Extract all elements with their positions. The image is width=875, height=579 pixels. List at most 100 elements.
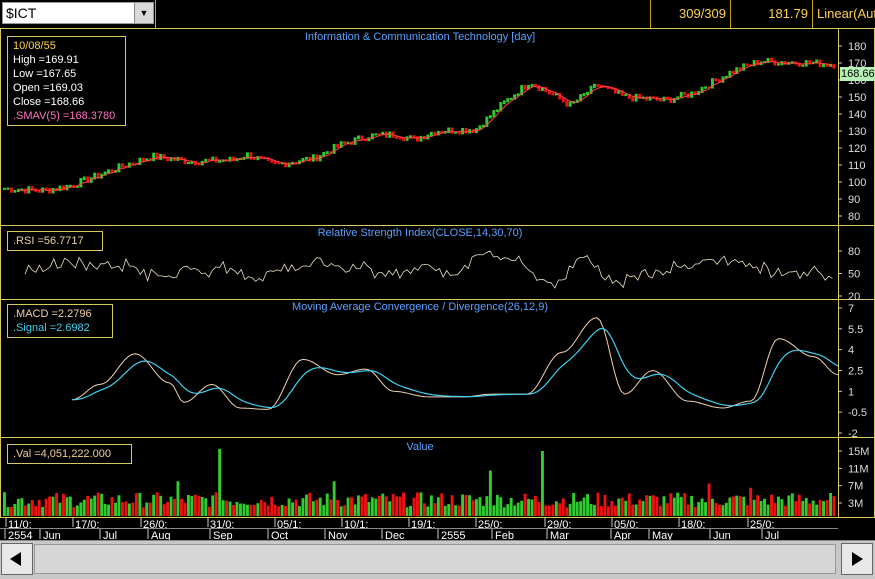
candle: [801, 64, 805, 67]
value-bar: [423, 503, 426, 516]
candle: [357, 135, 360, 140]
candle: [364, 138, 367, 142]
value-bar: [686, 504, 690, 516]
value-bar: [787, 495, 791, 516]
candle: [329, 151, 333, 154]
scroll-thumb[interactable]: [34, 544, 836, 574]
chart-area[interactable]: 180 170 160 150 140 130 120 110 100 90 80 80 50 20 7 5.…: [0, 28, 875, 542]
candle: [534, 83, 537, 88]
value-bar: [697, 502, 701, 516]
value-bar: [818, 499, 822, 516]
candle: [197, 163, 201, 166]
value-bar: [27, 503, 31, 516]
value-bar: [613, 505, 617, 516]
candle: [180, 156, 183, 161]
value-bar: [325, 493, 329, 516]
value-bar: [773, 502, 777, 516]
value-bar: [704, 502, 707, 516]
scroll-left-button[interactable]: [1, 543, 33, 575]
scroll-right-button[interactable]: [841, 543, 873, 575]
value-bar: [287, 498, 291, 516]
candle: [551, 92, 555, 96]
horizontal-scrollbar[interactable]: [0, 540, 875, 579]
value-bar: [777, 496, 780, 516]
candle: [103, 171, 107, 176]
value-bar: [523, 493, 527, 516]
candle: [402, 137, 405, 141]
value-bar: [832, 496, 836, 516]
value-bar: [627, 493, 631, 516]
value-bar: [357, 495, 360, 516]
value-bars: [3, 448, 836, 516]
value-bar: [534, 495, 537, 516]
value-bar: [461, 494, 464, 516]
toolbar-blank-cell: [155, 0, 651, 28]
value-bar: [72, 507, 76, 516]
value-bar: [235, 501, 239, 516]
value-bar: [457, 505, 461, 516]
info-open: Open =169.03: [13, 82, 84, 94]
value-bar: [370, 497, 374, 516]
value-bar: [176, 481, 180, 516]
candle: [679, 91, 683, 99]
value-bar: [68, 496, 72, 516]
value-bar: [450, 495, 454, 516]
value-bar: [336, 500, 340, 516]
value-bar: [173, 498, 176, 516]
candle: [596, 83, 600, 87]
month-label: Oct: [271, 530, 288, 540]
value-axis-tick-label: 11M: [848, 463, 869, 475]
month-label: Jun: [43, 530, 61, 540]
value-bar: [277, 506, 281, 516]
candle: [808, 60, 812, 65]
value-bar: [596, 492, 600, 516]
symbol-combobox[interactable]: $ICT ▼: [2, 2, 154, 24]
value-bar: [433, 503, 437, 516]
scale-mode[interactable]: Linear(Aut: [812, 0, 875, 28]
value-bar: [665, 503, 669, 516]
value-bar: [714, 502, 718, 516]
candle: [121, 163, 124, 168]
value-bar: [547, 505, 551, 516]
candle: [93, 172, 97, 180]
price-axis-tick-label: 100: [848, 177, 866, 189]
arrow-right-icon: [852, 552, 863, 566]
candle: [509, 97, 513, 101]
candle: [502, 100, 506, 105]
candle: [398, 136, 402, 140]
symbol-input[interactable]: $ICT: [6, 5, 37, 21]
date-label: 18/0:: [681, 519, 705, 531]
value-bar: [662, 496, 666, 516]
candle: [530, 83, 534, 87]
value-bar: [586, 494, 589, 516]
value-bar: [829, 493, 832, 516]
value-bar: [669, 493, 673, 516]
candle: [166, 157, 169, 162]
value-bar: [246, 504, 249, 516]
signal-line: [71, 327, 839, 409]
candle: [284, 162, 287, 168]
value-bar: [93, 495, 97, 516]
value-bar: [259, 499, 263, 516]
candle: [291, 161, 294, 165]
value-bar: [537, 502, 541, 516]
candle: [745, 63, 749, 67]
candle: [6, 187, 10, 190]
month-label: Jul: [103, 530, 117, 540]
rsi-line: [24, 250, 833, 289]
value-bar: [263, 502, 267, 516]
candle: [617, 90, 621, 94]
value-bar: [731, 496, 735, 516]
value-bar: [360, 496, 364, 516]
value-bar: [121, 502, 124, 516]
value-bar: [89, 498, 93, 516]
value-bar: [780, 499, 784, 516]
candle: [72, 184, 76, 188]
candle: [561, 97, 565, 103]
symbol-dropdown-button[interactable]: ▼: [134, 3, 153, 23]
value-bar: [468, 495, 471, 516]
candle: [589, 85, 593, 94]
candle: [724, 75, 728, 79]
chart-canvas[interactable]: 180170160150140130120110100908080502075.…: [0, 28, 875, 542]
value-bar: [485, 496, 489, 516]
